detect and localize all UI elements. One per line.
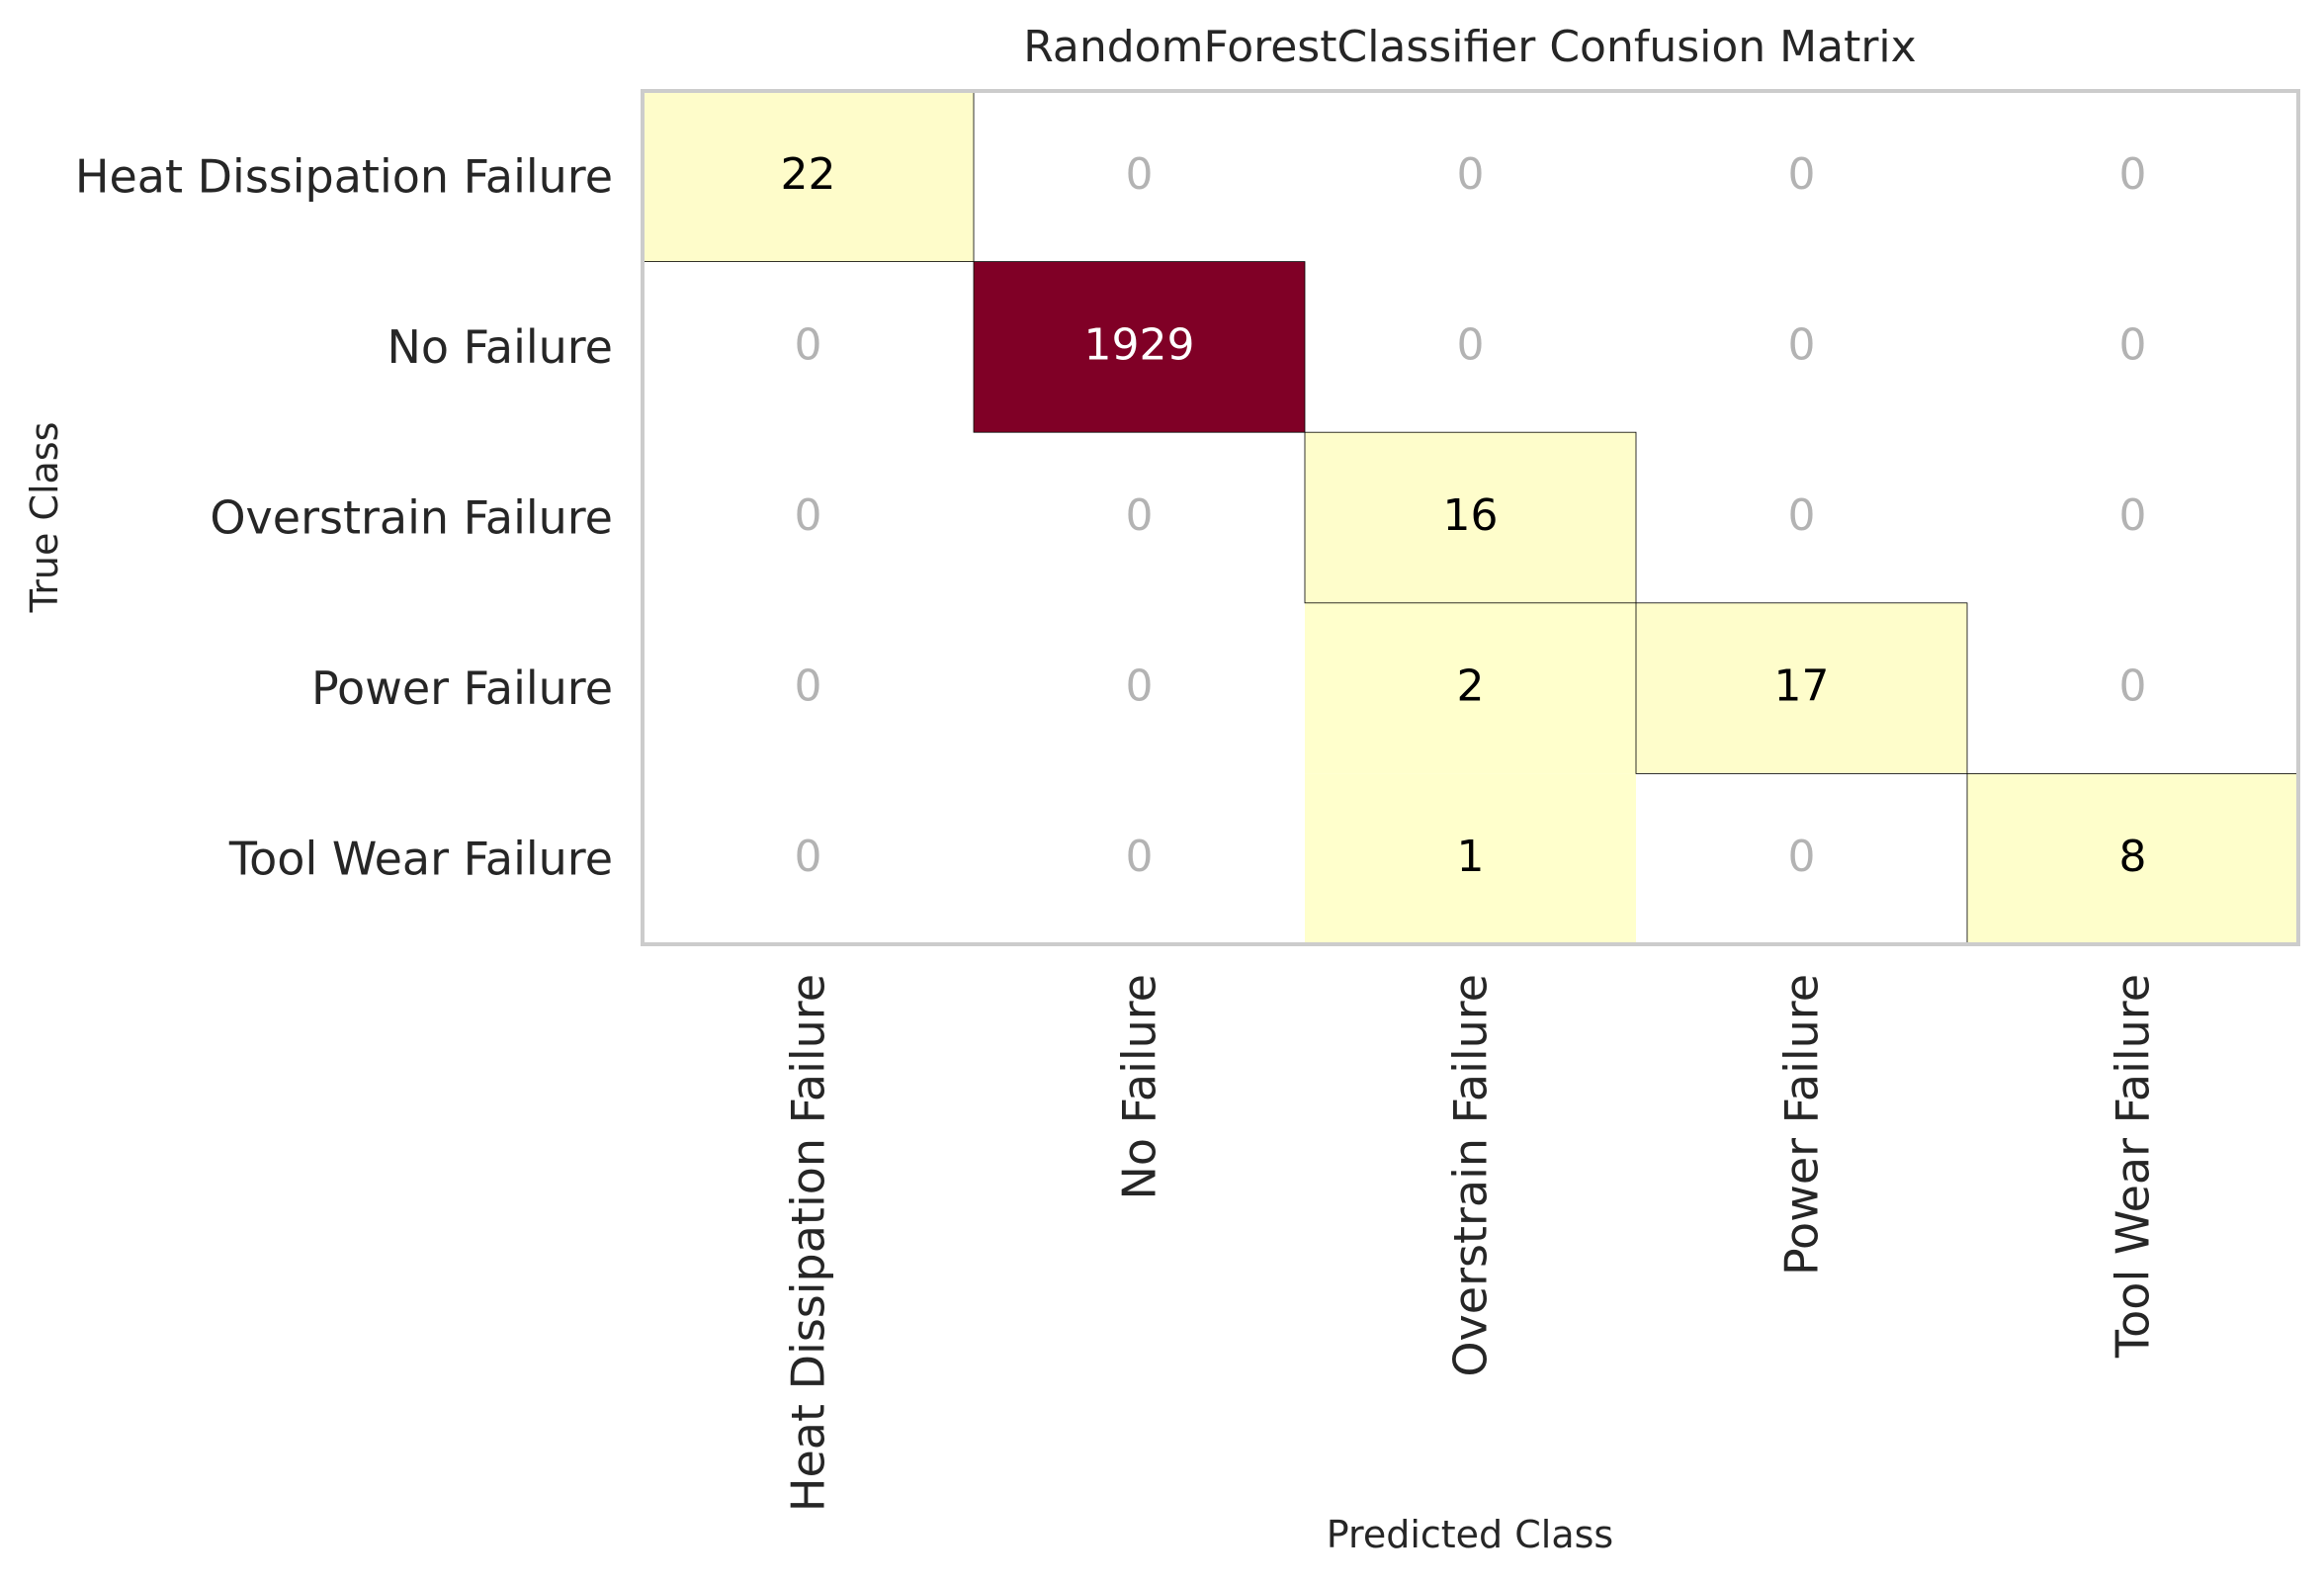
x-tick-label: Heat Dissipation Failure — [782, 974, 835, 1512]
x-tick-labels: Heat Dissipation Failure No Failure Overst… — [782, 974, 2160, 1512]
y-tick-label: Tool Wear Failure — [228, 833, 613, 886]
cell-value-label: 0 — [1788, 490, 1816, 541]
x-tick-label: Overstrain Failure — [1444, 974, 1498, 1377]
heatmap-cell — [1305, 602, 1636, 774]
cell-value-label: 16 — [1443, 490, 1499, 541]
heatmap-cell — [1305, 432, 1636, 603]
y-tick-labels: Heat Dissipation Failure No Failure Overst… — [75, 149, 613, 885]
y-tick-label: No Failure — [387, 320, 613, 374]
cell-value-label: 0 — [1126, 490, 1154, 541]
cell-value-label: 1929 — [1084, 319, 1195, 370]
diagonal-cell-outline — [973, 261, 1306, 433]
cell-value-label: 0 — [1126, 661, 1154, 712]
heatmap-cell — [1967, 773, 2298, 944]
y-tick-label: Overstrain Failure — [210, 491, 613, 545]
cell-value-label: 17 — [1774, 661, 1830, 712]
cell-value-label: 0 — [795, 490, 822, 541]
y-tick-label: Heat Dissipation Failure — [75, 149, 613, 203]
cell-value-label: 0 — [1457, 149, 1485, 200]
cell-value-label: 0 — [1126, 149, 1154, 200]
cell-values: 22 0 0 0 0 0 1929 0 0 0 0 0 16 0 0 0 0 2 17 0 0 0 1 0 8 — [781, 149, 2147, 882]
cell-value-label: 0 — [2119, 319, 2147, 370]
cell-value-label: 0 — [795, 661, 822, 712]
heatmap-cells — [643, 91, 2298, 944]
cell-value-label: 0 — [1788, 319, 1816, 370]
x-tick-label: Power Failure — [1775, 974, 1829, 1276]
cell-value-label: 0 — [795, 319, 822, 370]
y-axis-label: True Class — [23, 422, 66, 614]
cell-value-label: 0 — [1457, 319, 1485, 370]
cell-value-label: 0 — [2119, 149, 2147, 200]
x-tick-label: Tool Wear Failure — [2107, 974, 2160, 1359]
cell-value-label: 2 — [1457, 661, 1485, 712]
cell-value-label: 0 — [2119, 490, 2147, 541]
plot-frame — [641, 89, 2300, 946]
x-tick-label: No Failure — [1113, 974, 1166, 1200]
diagonal-cell-outline — [1635, 602, 1968, 774]
cell-value-label: 8 — [2119, 832, 2147, 882]
diagonal-cell-outline — [1304, 431, 1637, 604]
cell-value-label: 0 — [2119, 661, 2147, 712]
cell-value-label: 0 — [795, 832, 822, 882]
cell-value-label: 0 — [1788, 149, 1816, 200]
heatmap-cell — [974, 261, 1305, 433]
chart-title: RandomForestClassifier Confusion Matrix — [1023, 22, 1916, 72]
heatmap-cell — [1305, 773, 1636, 944]
cell-value-label: 0 — [1126, 832, 1154, 882]
x-axis-label: Predicted Class — [1327, 1513, 1613, 1556]
cell-value-label: 0 — [1788, 832, 1816, 882]
cell-value-label: 22 — [781, 149, 836, 200]
heatmap-cell — [1636, 602, 1967, 774]
heatmap-cell — [643, 91, 974, 262]
y-tick-label: Power Failure — [311, 661, 613, 715]
cell-value-label: 1 — [1457, 832, 1485, 882]
